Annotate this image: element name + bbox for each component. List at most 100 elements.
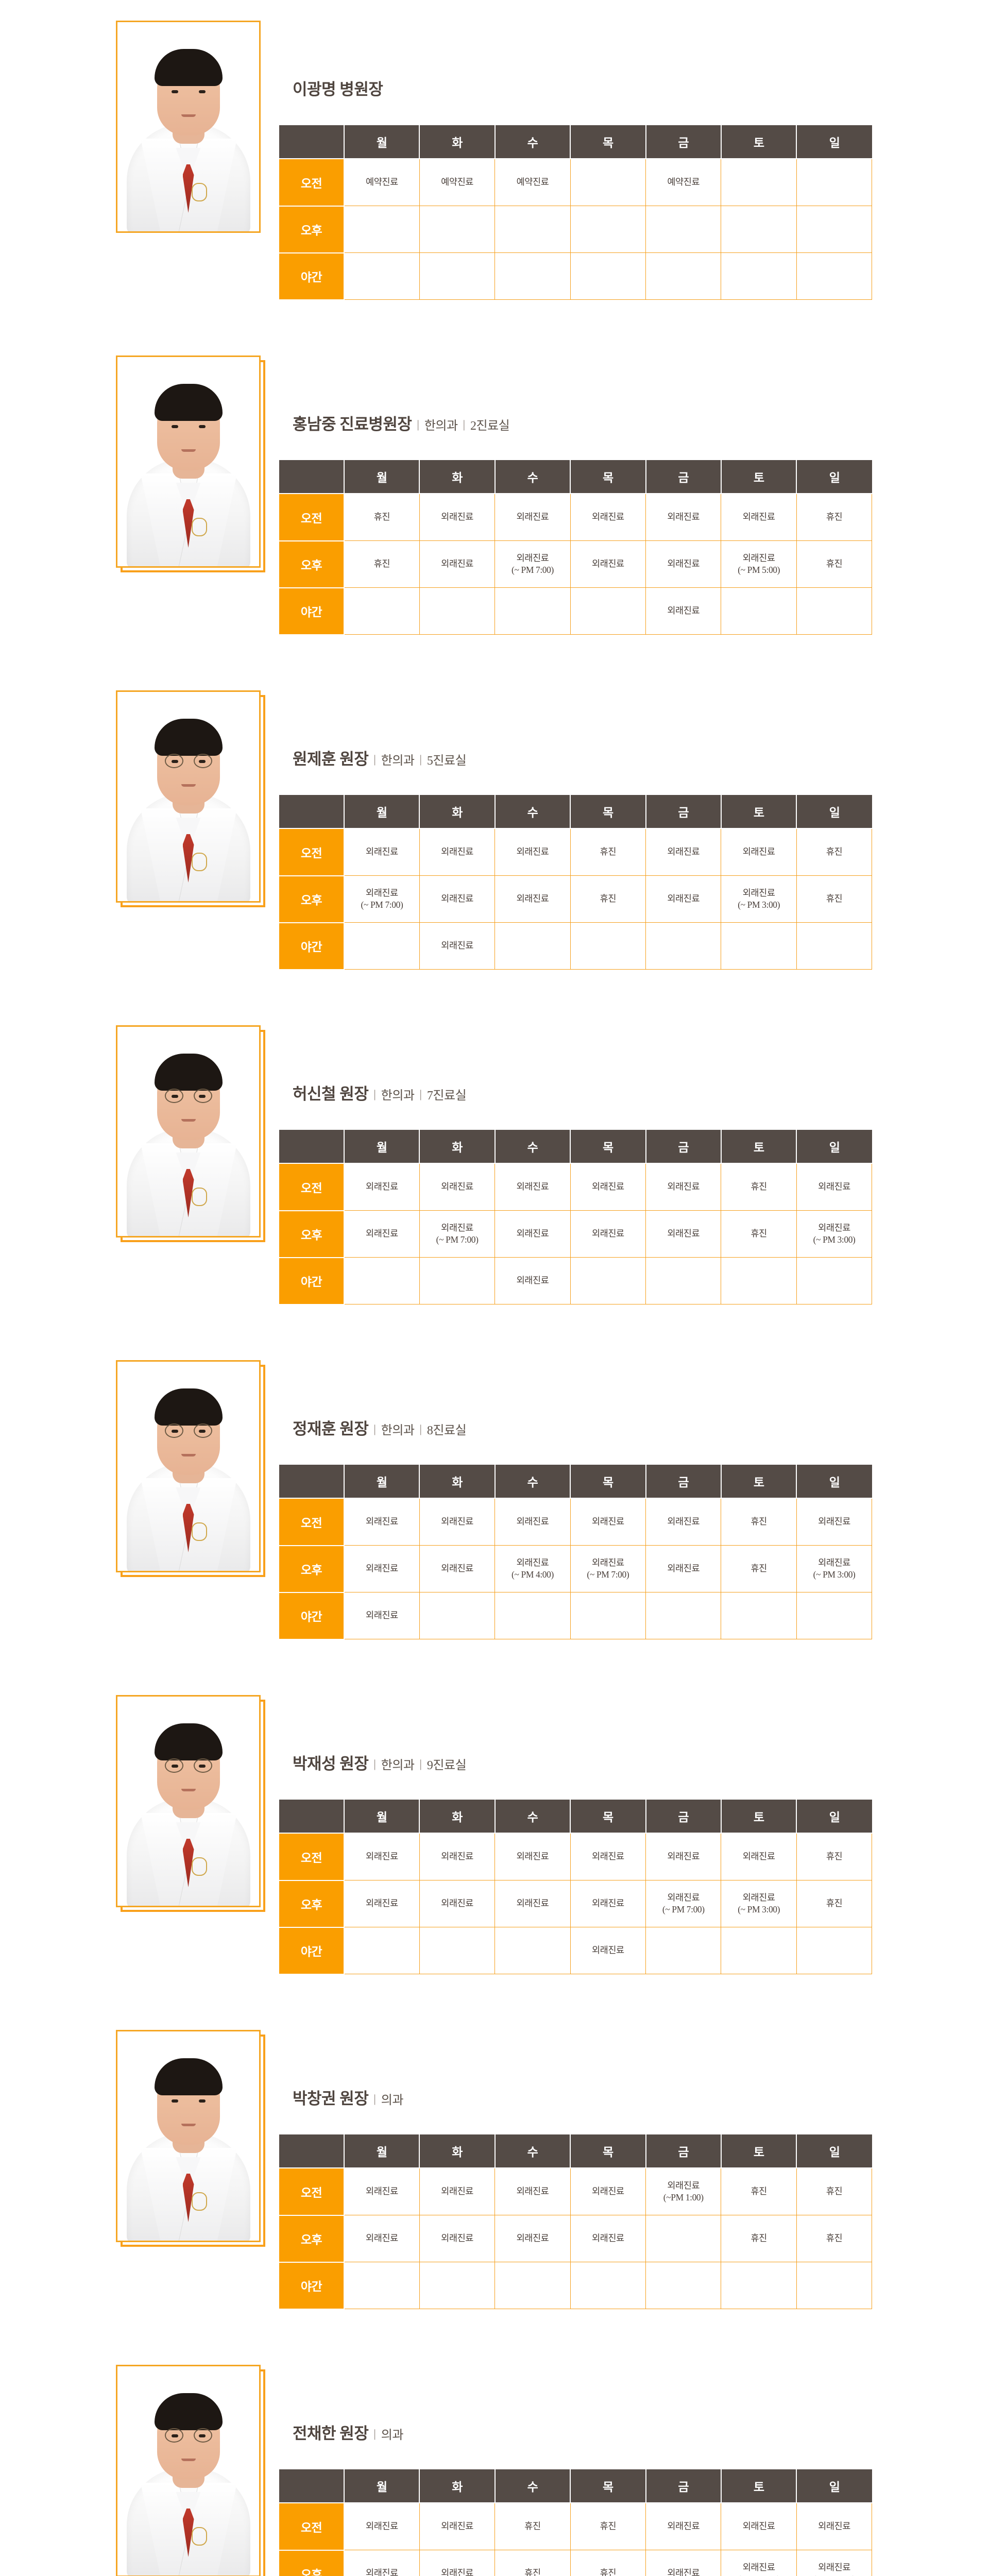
doctor-name: 원제훈 원장 xyxy=(293,750,369,768)
doctor-portrait-illustration xyxy=(117,1697,259,1906)
doctor-block: 허신철 원장 | 한의과 | 7진료실 월 화 수 목 금 토 일 오전 외래진료 외래진료 외래진료 외래진료… xyxy=(0,1005,989,1340)
schedule-cell: 외래진료 xyxy=(419,1163,496,1211)
schedule-cell: 외래진료 xyxy=(645,875,722,923)
schedule-cell: 외래진료 xyxy=(419,828,496,876)
row-label-1: 오후 xyxy=(279,205,345,253)
table-row: 오전 외래진료 외래진료 휴진 휴진 외래진료 외래진료 외래진료 xyxy=(279,2502,873,2551)
schedule-cell: 휴진 xyxy=(570,2550,646,2576)
schedule-table: 월 화 수 목 금 토 일 오전 외래진료 외래진료 외래진료 외래진료 외래진료 외래진료 휴진 오후 외래진… xyxy=(279,1800,873,1975)
coat-badge-icon xyxy=(191,1188,207,1206)
schedule-cell xyxy=(796,1257,873,1304)
photo-frame xyxy=(116,2030,261,2242)
table-row: 야간 외래진료 xyxy=(279,587,873,635)
table-row: 오후 외래진료 외래진료 (~ PM 7:00) 외래진료 외래진료 외래진료 휴진 외래진료… xyxy=(279,1210,873,1258)
doctor-room: 2진료실 xyxy=(470,419,510,433)
schedule-cell: 외래진료 xyxy=(570,1927,646,1974)
doctor-department: 한의과 xyxy=(424,419,458,433)
doctor-title: 홍남중 진료병원장 | 한의과 | 2진료실 xyxy=(293,416,510,433)
header-day-4: 금 xyxy=(645,1465,722,1499)
schedule-cell xyxy=(721,587,797,635)
doctor-portrait-illustration xyxy=(117,2031,259,2241)
doctor-title: 박재성 원장 | 한의과 | 9진료실 xyxy=(293,1756,467,1772)
doctor-department: 한의과 xyxy=(381,754,415,768)
header-day-6: 일 xyxy=(796,795,872,829)
schedule-cell: 휴진 xyxy=(721,1210,797,1258)
table-row: 야간 xyxy=(279,2261,873,2310)
header-day-3: 목 xyxy=(570,125,646,159)
schedule-cell: 외래진료 xyxy=(494,494,571,541)
schedule-table: 월 화 수 목 금 토 일 오전 외래진료 외래진료 휴진 휴진 외래진료 외래진료 외래진료 오후 외래진료 외… xyxy=(279,2469,873,2576)
schedule-cell: 휴진 xyxy=(344,494,420,541)
schedule-cell xyxy=(796,587,873,635)
title-separator-icon: | xyxy=(373,753,376,766)
doctor-photo xyxy=(116,21,261,233)
schedule-cell: 외래진료 xyxy=(344,2503,420,2550)
schedule-cell: 휴진 xyxy=(570,875,646,923)
schedule-cell xyxy=(721,1927,797,1974)
title-separator-icon: | xyxy=(373,1757,376,1770)
schedule-cell: 외래진료 xyxy=(494,1163,571,1211)
header-corner-blank xyxy=(279,2134,345,2168)
schedule-cell xyxy=(419,1257,496,1304)
header-day-1: 화 xyxy=(419,125,496,159)
eye-right xyxy=(198,2099,206,2103)
row-label-2: 야간 xyxy=(279,1591,345,1640)
doctor-photo xyxy=(116,1025,265,1242)
schedule-cell: 외래진료 xyxy=(494,2168,571,2215)
schedule-cell xyxy=(570,252,646,300)
schedule-cell xyxy=(796,1592,873,1639)
doctor-room: 8진료실 xyxy=(427,1424,467,1437)
schedule-cell: 휴진 xyxy=(570,828,646,876)
coat-badge-icon xyxy=(191,853,207,871)
doctor-name: 박창권 원장 xyxy=(293,2090,369,2108)
schedule-cell: 외래진료 xyxy=(344,1210,420,1258)
schedule-cell: 외래진료 xyxy=(570,2168,646,2215)
header-day-1: 화 xyxy=(419,2134,496,2168)
mouth-shape xyxy=(181,449,196,452)
schedule-cell: 외래진료 xyxy=(419,1498,496,1546)
schedule-cell: 외래진료 xyxy=(570,2215,646,2262)
schedule-cell: 외래진료 xyxy=(570,1833,646,1880)
schedule-cell xyxy=(796,922,873,970)
schedule-cell: 휴진 xyxy=(796,828,873,876)
table-row: 야간 외래진료 xyxy=(279,922,873,970)
header-corner-blank xyxy=(279,125,345,159)
table-row: 오전 외래진료 외래진료 외래진료 외래진료 외래진료 외래진료 휴진 xyxy=(279,1833,873,1881)
doctor-portrait-illustration xyxy=(117,1362,259,1571)
schedule-cell xyxy=(721,2262,797,2309)
mouth-shape xyxy=(181,1454,196,1456)
header-day-3: 목 xyxy=(570,1800,646,1834)
hair-shape xyxy=(154,1723,223,1760)
schedule-cell xyxy=(721,922,797,970)
schedule-cell: 외래진료 (~ PM 7:00) xyxy=(570,1545,646,1592)
schedule-cell xyxy=(494,252,571,300)
row-label-1: 오후 xyxy=(279,1879,345,1928)
hair-shape xyxy=(154,1388,223,1426)
schedule-cell: 외래진료 xyxy=(645,2550,722,2576)
schedule-cell: 외래진료 (~ PM 3:00) xyxy=(796,1545,873,1592)
header-day-5: 토 xyxy=(720,1130,797,1164)
schedule-cell xyxy=(721,1257,797,1304)
row-label-1: 오후 xyxy=(279,875,345,923)
table-row: 오전 외래진료 외래진료 외래진료 휴진 외래진료 외래진료 휴진 xyxy=(279,828,873,876)
schedule-cell: 외래진료 xyxy=(344,2168,420,2215)
schedule-cell: 외래진료 xyxy=(419,2168,496,2215)
schedule-cell: 휴진 xyxy=(796,540,873,588)
schedule-cell xyxy=(570,159,646,206)
doctor-department: 의과 xyxy=(381,2094,404,2107)
doctor-portrait-illustration xyxy=(117,2366,259,2575)
eye-right xyxy=(198,425,206,428)
schedule-cell: 휴진 xyxy=(796,2168,873,2215)
schedule-cell: 외래진료 xyxy=(645,828,722,876)
table-row: 야간 xyxy=(279,252,873,300)
schedule-cell xyxy=(494,1927,571,1974)
schedule-cell: 외래진료 xyxy=(645,1163,722,1211)
row-label-0: 오전 xyxy=(279,1163,345,1211)
schedule-cell xyxy=(721,206,797,253)
photo-frame xyxy=(116,355,261,568)
schedule-cell xyxy=(494,2262,571,2309)
coat-badge-icon xyxy=(191,1522,207,1541)
schedule-cell: 외래진료 (~ PM 5:00) xyxy=(721,540,797,588)
